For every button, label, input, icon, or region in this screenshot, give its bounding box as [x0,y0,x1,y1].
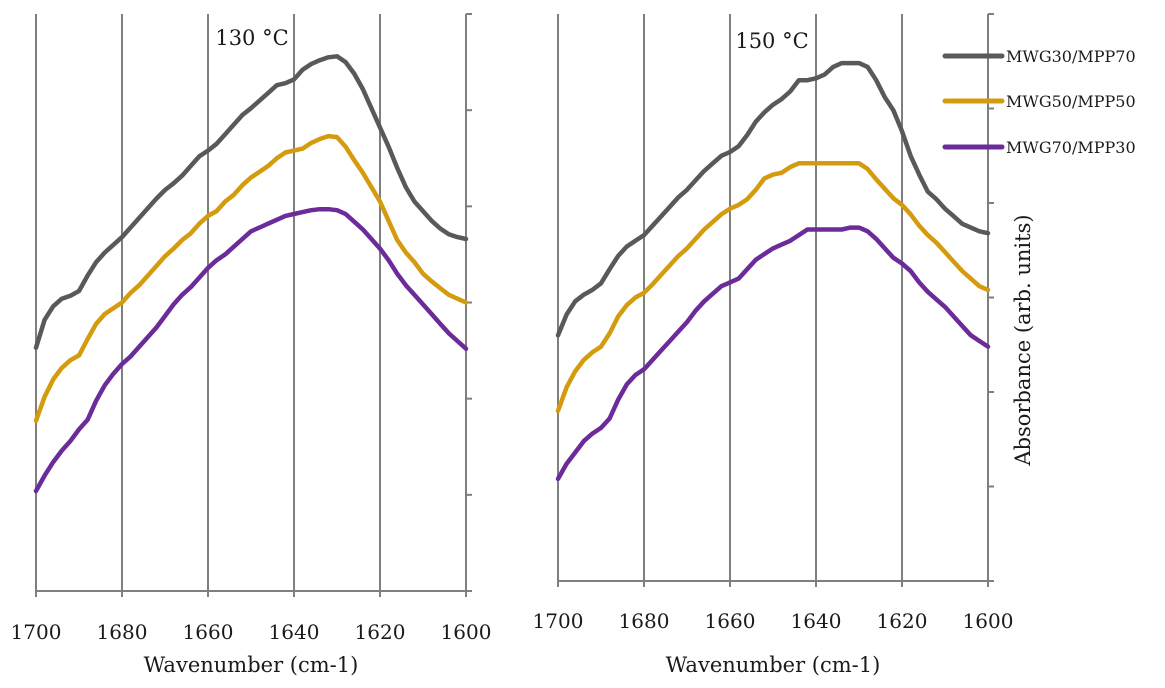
series-line-mwg30-mpp70 [33,54,469,350]
series-line-mwg70-mpp30 [33,206,469,494]
legend-label: MWG30/MPP70 [1006,47,1136,66]
panel-title: 130 °C [215,26,288,50]
x-tick-label: 1680 [97,620,148,644]
x-axis-title: Wavenumber (cm-1) [144,653,359,677]
x-tick-label: 1620 [877,609,928,633]
x-tick-label: 1600 [963,609,1014,633]
chart-panel-1: 1700 1680 1660 1640 1620 1600 130 °C Wavenumber… [11,13,492,677]
x-tick-label: 1680 [619,609,670,633]
x-tick-label: 1700 [11,620,62,644]
panel-title: 150 °C [735,29,808,53]
y-axis-title: Absorbance (arb. units) [1011,214,1035,466]
x-tick-label: 1600 [441,620,492,644]
x-tick-label: 1640 [269,620,320,644]
legend: MWG30/MPP70 MWG50/MPP50 MWG70/MPP30 [942,47,1136,157]
x-tick-label: 1660 [705,609,756,633]
legend-label: MWG70/MPP30 [1006,138,1136,157]
x-tick-label: 1620 [355,620,406,644]
series-line-mwg50-mpp50 [33,133,469,424]
series-line-mwg50-mpp50 [555,161,991,414]
x-tick-label: 1640 [791,609,842,633]
x-tick-label: 1700 [533,609,584,633]
x-axis-title: Wavenumber (cm-1) [666,653,881,677]
series-line-mwg30-mpp70 [555,60,991,338]
legend-label: MWG50/MPP50 [1006,92,1136,111]
series-line-mwg70-mpp30 [555,225,991,482]
x-tick-label: 1660 [183,620,234,644]
chart-panel-2: 1700 1680 1660 1640 1620 1600 150 °C Wavenumber… [533,13,1035,677]
